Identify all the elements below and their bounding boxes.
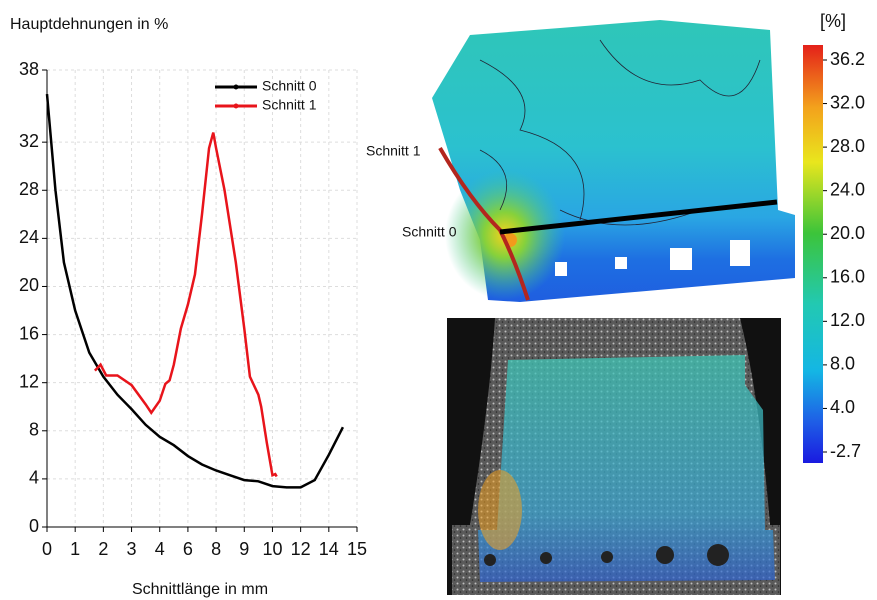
x-tick-label: 12 (291, 539, 311, 559)
y-tick-label: 4 (29, 468, 39, 488)
colorbar-tick-label: 36.2 (830, 49, 865, 69)
x-tick-label: 10 (262, 539, 282, 559)
y-tick-label: 0 (29, 516, 39, 536)
x-tick-label: 14 (319, 539, 339, 559)
x-tick-label: 2 (98, 539, 108, 559)
annotation: Schnitt 1 (366, 143, 421, 159)
x-tick-label: 8 (211, 539, 221, 559)
legend-label: Schnitt 0 (262, 78, 317, 94)
x-tick-label: 15 (347, 539, 367, 559)
data-line (45, 93, 345, 489)
strain-map (432, 20, 795, 302)
y-tick-label: 20 (19, 275, 39, 295)
legend-marker (233, 103, 239, 109)
colorbar-tick-label: 28.0 (830, 136, 865, 156)
y-tick-label: 16 (19, 323, 39, 343)
x-tick-label: 0 (42, 539, 52, 559)
x-tick-label: 3 (127, 539, 137, 559)
y-tick-label: 24 (19, 227, 39, 247)
data-line (93, 132, 278, 478)
colorbar-tick-label: 24.0 (830, 179, 865, 199)
y-tick-label: 12 (19, 371, 39, 391)
legend-marker (233, 84, 239, 90)
x-tick-label: 1 (70, 539, 80, 559)
x-tick-label: 9 (239, 539, 249, 559)
y-axis-label: Hauptdehnungen in % (10, 16, 168, 33)
x-tick-label: 6 (183, 539, 193, 559)
y-tick-label: 32 (19, 131, 39, 151)
colorbar-unit: [%] (820, 11, 846, 31)
colorbar-tick-label: 12.0 (830, 310, 865, 330)
x-axis-label: Schnittlänge in mm (132, 581, 268, 598)
colorbar-tick-label: -2.7 (830, 441, 861, 461)
colorbar-tick-label: 32.0 (830, 92, 865, 112)
legend-label: Schnitt 1 (262, 97, 317, 113)
colorbar (803, 45, 823, 463)
y-tick-label: 38 (19, 59, 39, 79)
y-tick-label: 28 (19, 179, 39, 199)
x-tick-label: 4 (155, 539, 165, 559)
y-tick-label: 8 (29, 420, 39, 440)
specimen-photo (447, 318, 781, 595)
colorbar-tick-label: 4.0 (830, 397, 855, 417)
colorbar-tick-label: 20.0 (830, 223, 865, 243)
colorbar-tick-label: 8.0 (830, 354, 855, 374)
annotation: Schnitt 0 (402, 224, 457, 240)
colorbar-tick-label: 16.0 (830, 267, 865, 287)
